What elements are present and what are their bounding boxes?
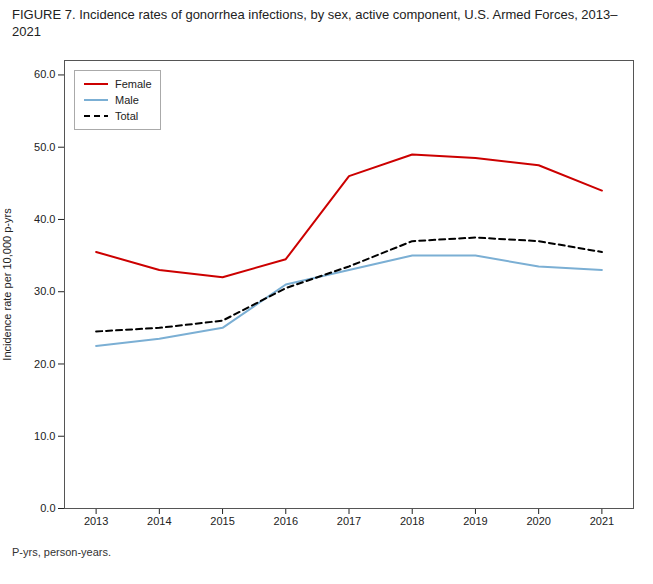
html-text:FIGURE 7. Incidence rates of g: FIGURE 7. Incidence rates of gonorrhea i… [12, 7, 618, 39]
svg-text:Incidence rate per 10,000 p-yr: Incidence rate per 10,000 p-yrs [1, 208, 13, 361]
svg-text:50.0: 50.0 [34, 141, 55, 153]
svg-text:2015: 2015 [210, 515, 234, 527]
svg-text:2014: 2014 [147, 515, 171, 527]
html-text:Female: Female [115, 78, 152, 90]
html-text:Total: Total [115, 110, 139, 122]
svg-text:60.0: 60.0 [34, 68, 55, 80]
svg-text:2017: 2017 [337, 515, 361, 527]
svg-text:30.0: 30.0 [34, 285, 55, 297]
svg-text:0.0: 0.0 [40, 502, 55, 514]
svg-text:10.0: 10.0 [34, 430, 55, 442]
svg-text:2016: 2016 [274, 515, 298, 527]
svg-text:2019: 2019 [463, 515, 487, 527]
svg-text:40.0: 40.0 [34, 213, 55, 225]
svg-text:2021: 2021 [590, 515, 614, 527]
svg-text:2020: 2020 [526, 515, 550, 527]
svg-text:20.0: 20.0 [34, 358, 55, 370]
svg-text:2018: 2018 [400, 515, 424, 527]
svg-text:2013: 2013 [84, 515, 108, 527]
html-text:P-yrs, person-years.: P-yrs, person-years. [12, 546, 111, 558]
html-text:Male: Male [115, 94, 139, 106]
